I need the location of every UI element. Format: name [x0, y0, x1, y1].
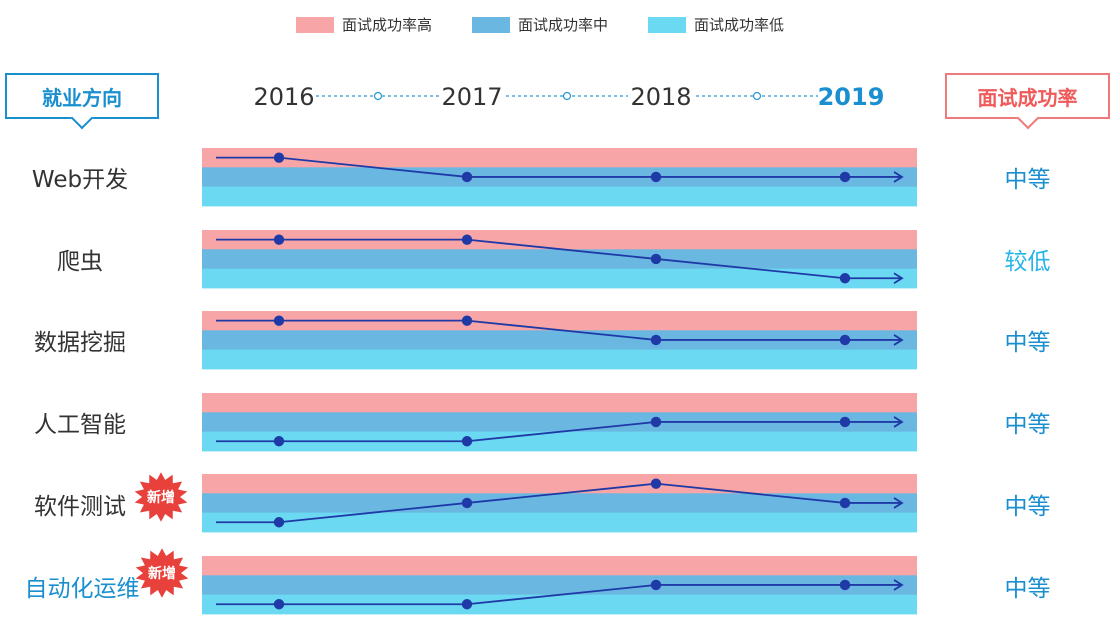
- data-point-1-3: [839, 273, 851, 284]
- data-point-5-2: [650, 579, 662, 591]
- new-badge-5: [135, 548, 189, 598]
- band-2-1: [202, 330, 917, 351]
- band-5-0: [202, 556, 917, 576]
- year-label-2017: 2017: [441, 83, 503, 111]
- data-point-3-2: [650, 416, 662, 428]
- series-arrow-2: [893, 334, 904, 346]
- series-arrow-3: [893, 416, 904, 428]
- row-rate-datamining: 中等: [1004, 330, 1051, 356]
- data-point-2-3: [839, 334, 851, 346]
- data-point-0-2: [650, 171, 662, 183]
- data-point-0-0: [273, 152, 285, 163]
- row-label-web: Web开发: [31, 167, 129, 193]
- band-4-2: [202, 512, 917, 533]
- series-arrow-0: [893, 171, 904, 183]
- row-rate-web: 中等: [1004, 167, 1051, 193]
- rate-header-box: 面试成功率: [945, 73, 1110, 130]
- direction-header-box: 就业方向: [5, 73, 159, 130]
- year-label-2016: 2016: [253, 83, 315, 111]
- series-line-2: [216, 319, 902, 341]
- row-0: [202, 148, 917, 207]
- direction-header-title: 就业方向: [42, 86, 122, 110]
- row-rate-crawler: 较低: [1004, 249, 1051, 275]
- data-point-1-0: [273, 234, 285, 245]
- band-5-1: [202, 575, 917, 596]
- band-2-2: [202, 349, 917, 370]
- legend-item-mid: 面试成功率中: [472, 14, 608, 35]
- data-point-5-1: [461, 599, 473, 610]
- data-point-4-3: [839, 497, 851, 509]
- series-arrow-5: [893, 579, 904, 591]
- data-point-5-3: [839, 579, 851, 591]
- timeline-node-0: [373, 91, 383, 101]
- data-point-5-0: [273, 599, 285, 610]
- data-point-3-1: [461, 436, 473, 447]
- row-rate-devops: 中等: [1004, 576, 1051, 602]
- year-label-2019: 2019: [817, 83, 885, 111]
- data-point-2-0: [273, 315, 285, 326]
- data-point-4-2: [650, 478, 662, 489]
- row-rate-testing: 中等: [1004, 494, 1051, 520]
- data-point-0-3: [839, 171, 851, 183]
- data-point-4-0: [273, 517, 285, 528]
- rate-header-title: 面试成功率: [977, 86, 1078, 110]
- year-label-2018: 2018: [630, 83, 692, 111]
- row-2: [202, 311, 917, 370]
- data-point-1-2: [650, 253, 662, 265]
- legend-swatch-high: [296, 16, 334, 33]
- data-point-3-3: [839, 416, 851, 428]
- series-line-3: [216, 421, 902, 443]
- data-point-0-1: [461, 171, 473, 183]
- legend-swatch-low: [648, 16, 687, 33]
- series-line-0: [216, 156, 902, 178]
- legend-swatch-mid: [472, 16, 511, 33]
- timeline-node-1: [562, 91, 572, 101]
- row-1: [202, 230, 917, 289]
- new-badge-text-5: 新增: [148, 565, 176, 582]
- data-point-1-1: [461, 234, 473, 245]
- band-3-1: [202, 412, 917, 433]
- legend-label-mid: 面试成功率中: [518, 16, 609, 34]
- timeline-node-2: [752, 91, 762, 101]
- band-2-0: [202, 311, 917, 331]
- band-4-0: [202, 474, 917, 494]
- row-5: [202, 556, 917, 615]
- band-5-2: [202, 594, 917, 615]
- legend-label-low: 面试成功率低: [694, 16, 785, 34]
- band-4-1: [202, 493, 917, 514]
- band-1-2: [202, 268, 917, 289]
- series-line-5: [216, 584, 902, 606]
- band-0-0: [202, 148, 917, 168]
- row-3: [202, 393, 917, 452]
- data-point-2-1: [461, 315, 473, 326]
- band-3-0: [202, 393, 917, 413]
- band-0-2: [202, 186, 917, 207]
- series-line-4: [216, 482, 902, 524]
- new-badge-text-4: 新增: [147, 489, 175, 506]
- series-line-1: [216, 238, 902, 280]
- band-3-2: [202, 431, 917, 452]
- legend-label-high: 面试成功率高: [342, 16, 433, 34]
- legend-item-low: 面试成功率低: [648, 14, 784, 35]
- series-arrow-1: [893, 272, 904, 285]
- row-label-devops: 自动化运维: [24, 576, 140, 602]
- legend: 面试成功率高 面试成功率中 面试成功率低: [296, 14, 784, 35]
- series-arrow-4: [893, 497, 904, 509]
- row-label-ai: 人工智能: [34, 412, 126, 438]
- band-1-1: [202, 249, 917, 270]
- row-label-datamining: 数据挖掘: [34, 330, 126, 356]
- legend-item-high: 面试成功率高: [296, 14, 432, 35]
- data-point-2-2: [650, 334, 662, 346]
- row-label-crawler: 爬虫: [57, 249, 103, 275]
- row-4: [202, 474, 917, 533]
- data-point-4-1: [461, 497, 473, 509]
- new-badge-4: [134, 472, 188, 522]
- row-label-testing: 软件测试: [34, 494, 126, 520]
- row-rate-ai: 中等: [1004, 412, 1051, 438]
- band-1-0: [202, 230, 917, 250]
- data-point-3-0: [273, 436, 285, 447]
